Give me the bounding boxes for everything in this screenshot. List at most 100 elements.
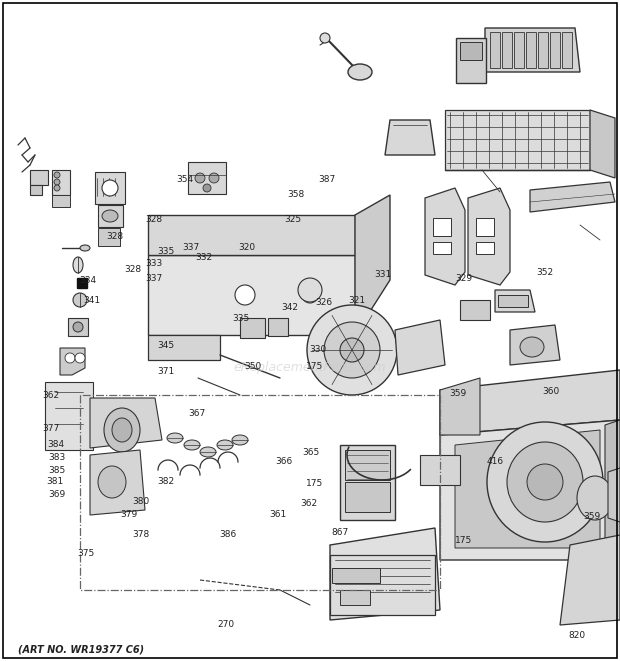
Text: 326: 326 <box>315 298 332 307</box>
Text: 335: 335 <box>157 247 175 256</box>
Ellipse shape <box>235 285 255 305</box>
Text: 337: 337 <box>145 274 162 284</box>
Text: (ART NO. WR19377 C6): (ART NO. WR19377 C6) <box>18 645 144 655</box>
Ellipse shape <box>102 210 118 222</box>
Polygon shape <box>445 110 590 170</box>
Polygon shape <box>440 378 480 435</box>
Polygon shape <box>468 188 510 285</box>
Polygon shape <box>510 325 560 365</box>
Polygon shape <box>148 335 220 360</box>
Bar <box>460 300 490 320</box>
Polygon shape <box>440 420 620 560</box>
Bar <box>77 278 87 288</box>
Text: 381: 381 <box>46 477 63 486</box>
Ellipse shape <box>232 435 248 445</box>
Bar <box>268 318 288 336</box>
Text: 358: 358 <box>288 190 305 200</box>
Text: 361: 361 <box>269 510 286 519</box>
Bar <box>30 185 42 195</box>
Text: 386: 386 <box>219 529 237 539</box>
Bar <box>562 32 572 68</box>
Bar <box>345 450 390 480</box>
Polygon shape <box>52 170 70 195</box>
Ellipse shape <box>217 440 233 450</box>
Text: 362: 362 <box>42 391 60 400</box>
Polygon shape <box>605 420 620 560</box>
Text: 387: 387 <box>319 175 336 184</box>
Bar <box>30 170 48 185</box>
Text: 325: 325 <box>284 215 301 224</box>
Polygon shape <box>440 370 620 435</box>
Bar <box>498 295 528 307</box>
Ellipse shape <box>195 173 205 183</box>
Polygon shape <box>560 535 620 625</box>
Text: 328: 328 <box>145 215 162 224</box>
Polygon shape <box>148 255 355 335</box>
Ellipse shape <box>320 33 330 43</box>
Bar <box>456 38 486 83</box>
Ellipse shape <box>487 422 603 542</box>
Ellipse shape <box>209 173 219 183</box>
Ellipse shape <box>73 293 87 307</box>
Ellipse shape <box>75 353 85 363</box>
Text: 385: 385 <box>48 466 66 475</box>
Bar <box>538 32 548 68</box>
Bar <box>68 318 88 336</box>
Ellipse shape <box>73 322 83 332</box>
Text: 867: 867 <box>331 527 348 537</box>
Text: 321: 321 <box>348 296 365 305</box>
Text: 382: 382 <box>157 477 175 486</box>
Text: 354: 354 <box>176 175 193 184</box>
Polygon shape <box>330 528 440 620</box>
Text: 352: 352 <box>536 268 553 277</box>
Text: 362: 362 <box>300 499 317 508</box>
Bar <box>188 162 226 194</box>
Bar <box>476 242 494 254</box>
Polygon shape <box>148 215 355 255</box>
Bar <box>490 32 500 68</box>
Ellipse shape <box>54 179 60 185</box>
Polygon shape <box>368 458 390 480</box>
Ellipse shape <box>80 245 90 251</box>
Ellipse shape <box>348 64 372 80</box>
Text: 371: 371 <box>157 367 175 376</box>
Text: 366: 366 <box>275 457 293 466</box>
Text: 350: 350 <box>244 362 262 371</box>
Polygon shape <box>455 430 600 548</box>
Bar <box>340 590 370 605</box>
Polygon shape <box>485 28 580 72</box>
Text: 365: 365 <box>303 448 320 457</box>
Ellipse shape <box>167 433 183 443</box>
Text: 175: 175 <box>306 479 324 488</box>
Polygon shape <box>530 182 615 212</box>
Text: 337: 337 <box>182 243 200 253</box>
Polygon shape <box>90 398 162 448</box>
Polygon shape <box>495 290 535 312</box>
Ellipse shape <box>184 440 200 450</box>
Text: 330: 330 <box>309 344 326 354</box>
Text: 329: 329 <box>455 274 472 284</box>
Text: 332: 332 <box>195 253 212 262</box>
Text: 380: 380 <box>133 496 150 506</box>
Bar <box>330 555 435 615</box>
Text: 328: 328 <box>106 232 123 241</box>
Bar <box>502 32 512 68</box>
Ellipse shape <box>200 447 216 457</box>
Text: 359: 359 <box>583 512 601 522</box>
Polygon shape <box>90 450 145 515</box>
Text: 342: 342 <box>281 303 299 312</box>
Bar <box>340 445 395 520</box>
Text: 328: 328 <box>125 265 142 274</box>
Text: 320: 320 <box>238 243 255 253</box>
Text: 378: 378 <box>133 529 150 539</box>
Bar <box>460 42 482 60</box>
Text: 384: 384 <box>47 440 64 449</box>
Bar <box>240 318 265 338</box>
Polygon shape <box>590 110 615 178</box>
Text: 175: 175 <box>306 362 324 371</box>
Text: 375: 375 <box>77 549 94 559</box>
Ellipse shape <box>98 466 126 498</box>
Ellipse shape <box>203 184 211 192</box>
Bar <box>98 205 123 227</box>
Ellipse shape <box>520 337 544 357</box>
